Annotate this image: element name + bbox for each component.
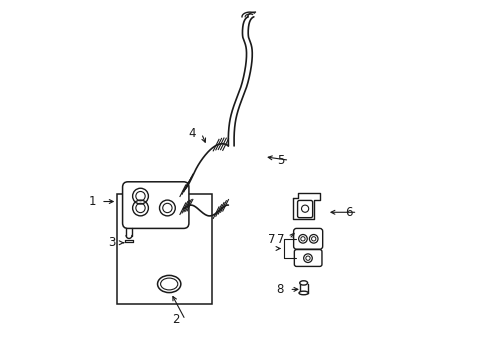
FancyBboxPatch shape <box>122 182 188 228</box>
Ellipse shape <box>299 281 307 285</box>
Text: 6: 6 <box>344 206 351 219</box>
Text: 7: 7 <box>276 233 284 246</box>
FancyBboxPatch shape <box>294 249 321 266</box>
Text: 5: 5 <box>276 154 284 167</box>
FancyBboxPatch shape <box>293 228 322 249</box>
Text: 1: 1 <box>88 195 96 208</box>
Bar <box>117 194 212 304</box>
FancyBboxPatch shape <box>297 201 312 218</box>
Text: 7: 7 <box>267 233 275 246</box>
Text: 2: 2 <box>172 313 180 327</box>
Ellipse shape <box>157 275 181 293</box>
Ellipse shape <box>160 278 178 290</box>
Text: 3: 3 <box>108 236 115 249</box>
Text: 8: 8 <box>276 283 284 296</box>
Ellipse shape <box>298 291 308 295</box>
Text: 4: 4 <box>188 127 196 140</box>
